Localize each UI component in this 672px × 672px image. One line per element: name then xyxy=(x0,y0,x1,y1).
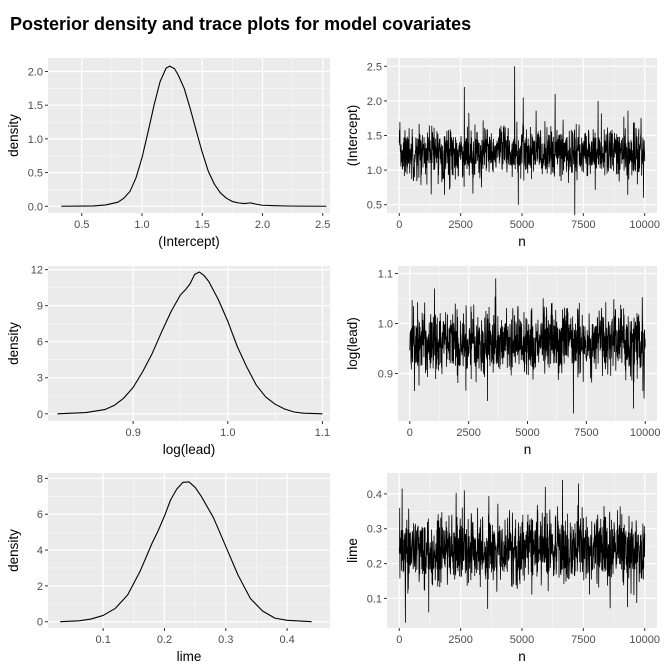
y-tick-label: 3 xyxy=(37,373,43,385)
y-tick-label: 0 xyxy=(37,617,43,629)
y-tick-label: 1.1 xyxy=(378,269,393,281)
y-tick-label: 2 xyxy=(37,581,43,593)
y-axis-title: density xyxy=(6,322,21,365)
x-tick-label: 10000 xyxy=(629,219,660,231)
density-curve xyxy=(61,65,327,207)
x-tick-label: 0.2 xyxy=(157,634,172,646)
x-tick-label: 1.0 xyxy=(134,219,149,231)
y-tick-label: 0.5 xyxy=(28,168,43,180)
x-tick-label: 0.9 xyxy=(126,427,141,439)
density-curve xyxy=(57,271,323,415)
panel-trace-lead: 0 2500 5000 7500 10000 0.9 1.0 1.1 n log(lead) xyxy=(345,266,661,457)
x-tick-label: 1.5 xyxy=(195,219,210,231)
x-axis-title: n xyxy=(518,649,526,664)
panel-background xyxy=(48,266,330,421)
x-tick-label: 0.1 xyxy=(96,634,111,646)
y-tick-label: 2.0 xyxy=(367,96,382,108)
y-tick-label: 4 xyxy=(37,545,43,557)
y-tick-label: 2.0 xyxy=(28,66,43,78)
x-tick-label: 2500 xyxy=(456,427,480,439)
panel-density-intercept: 0.5 1.0 1.5 2.0 2.5 0.0 0.5 1.0 1.5 2.0 (Intercept… xyxy=(6,58,330,249)
y-tick-label: 0 xyxy=(37,409,43,421)
x-tick-label: 5000 xyxy=(515,427,539,439)
y-tick-label: 1.5 xyxy=(28,100,43,112)
x-axis-title: n xyxy=(524,442,532,457)
y-tick-label: 1.0 xyxy=(378,319,393,331)
panel-density-lime: 0.1 0.2 0.3 0.4 0 2 4 6 8 lime density xyxy=(6,473,330,664)
panel-trace-intercept: 0 2500 5000 7500 10000 0.5 1.0 1.5 2.0 2.5 n (Inter… xyxy=(345,58,660,249)
y-tick-label: 2.5 xyxy=(367,61,382,73)
x-tick-label: 5000 xyxy=(510,219,534,231)
panel-background xyxy=(48,58,330,213)
y-axis-title: (Intercept) xyxy=(345,105,360,167)
x-tick-label: 2.5 xyxy=(315,219,330,231)
trace-line xyxy=(398,66,646,216)
x-tick-label: 10000 xyxy=(629,634,660,646)
x-tick-label: 0 xyxy=(407,427,413,439)
y-tick-label: 9 xyxy=(37,301,43,313)
y-axis-title: log(lead) xyxy=(345,317,360,370)
y-tick-label: 12 xyxy=(31,265,43,277)
x-tick-label: 10000 xyxy=(630,427,661,439)
y-tick-label: 1.0 xyxy=(367,165,382,177)
x-axis-title: log(lead) xyxy=(163,442,216,457)
x-tick-label: 1.0 xyxy=(220,427,235,439)
x-tick-label: 0.4 xyxy=(279,634,294,646)
density-curve xyxy=(60,481,312,623)
y-tick-label: 6 xyxy=(37,509,43,521)
trace-line xyxy=(409,278,646,414)
x-tick-label: 2500 xyxy=(448,219,472,231)
y-axis-title: density xyxy=(6,114,21,157)
x-tick-label: 7500 xyxy=(574,427,598,439)
x-tick-label: 1.1 xyxy=(315,427,330,439)
panel-trace-lime: 0 2500 5000 7500 10000 0.1 0.2 0.3 0.4 n lime xyxy=(345,473,660,664)
x-tick-label: 0.5 xyxy=(74,219,89,231)
x-axis-title: lime xyxy=(177,649,202,664)
x-tick-label: 0 xyxy=(396,634,402,646)
x-tick-label: 5000 xyxy=(510,634,534,646)
y-tick-label: 0.9 xyxy=(378,369,393,381)
y-tick-label: 8 xyxy=(37,473,43,485)
y-tick-label: 1.5 xyxy=(367,131,382,143)
x-axis-title: n xyxy=(518,234,526,249)
panel-density-lead: 0.9 1.0 1.1 0 3 6 9 12 log(lead) density xyxy=(6,265,330,457)
y-tick-label: 0.2 xyxy=(367,559,382,571)
y-axis-title: lime xyxy=(345,538,360,563)
y-tick-label: 0.1 xyxy=(367,593,382,605)
x-tick-label: 0.3 xyxy=(218,634,233,646)
x-tick-label: 0 xyxy=(396,219,402,231)
y-tick-label: 6 xyxy=(37,337,43,349)
y-tick-label: 0.0 xyxy=(28,201,43,213)
x-tick-label: 7500 xyxy=(571,219,595,231)
x-axis-title: (Intercept) xyxy=(158,234,220,249)
x-tick-label: 2.0 xyxy=(255,219,270,231)
y-tick-label: 0.3 xyxy=(367,524,382,536)
page-title: Posterior density and trace plots for mo… xyxy=(10,14,472,34)
x-tick-label: 7500 xyxy=(571,634,595,646)
y-axis-title: density xyxy=(6,529,21,572)
y-tick-label: 0.4 xyxy=(367,489,382,501)
y-tick-label: 0.5 xyxy=(367,200,382,212)
x-tick-label: 2500 xyxy=(448,634,472,646)
trace-line xyxy=(398,479,646,623)
y-tick-label: 1.0 xyxy=(28,134,43,146)
